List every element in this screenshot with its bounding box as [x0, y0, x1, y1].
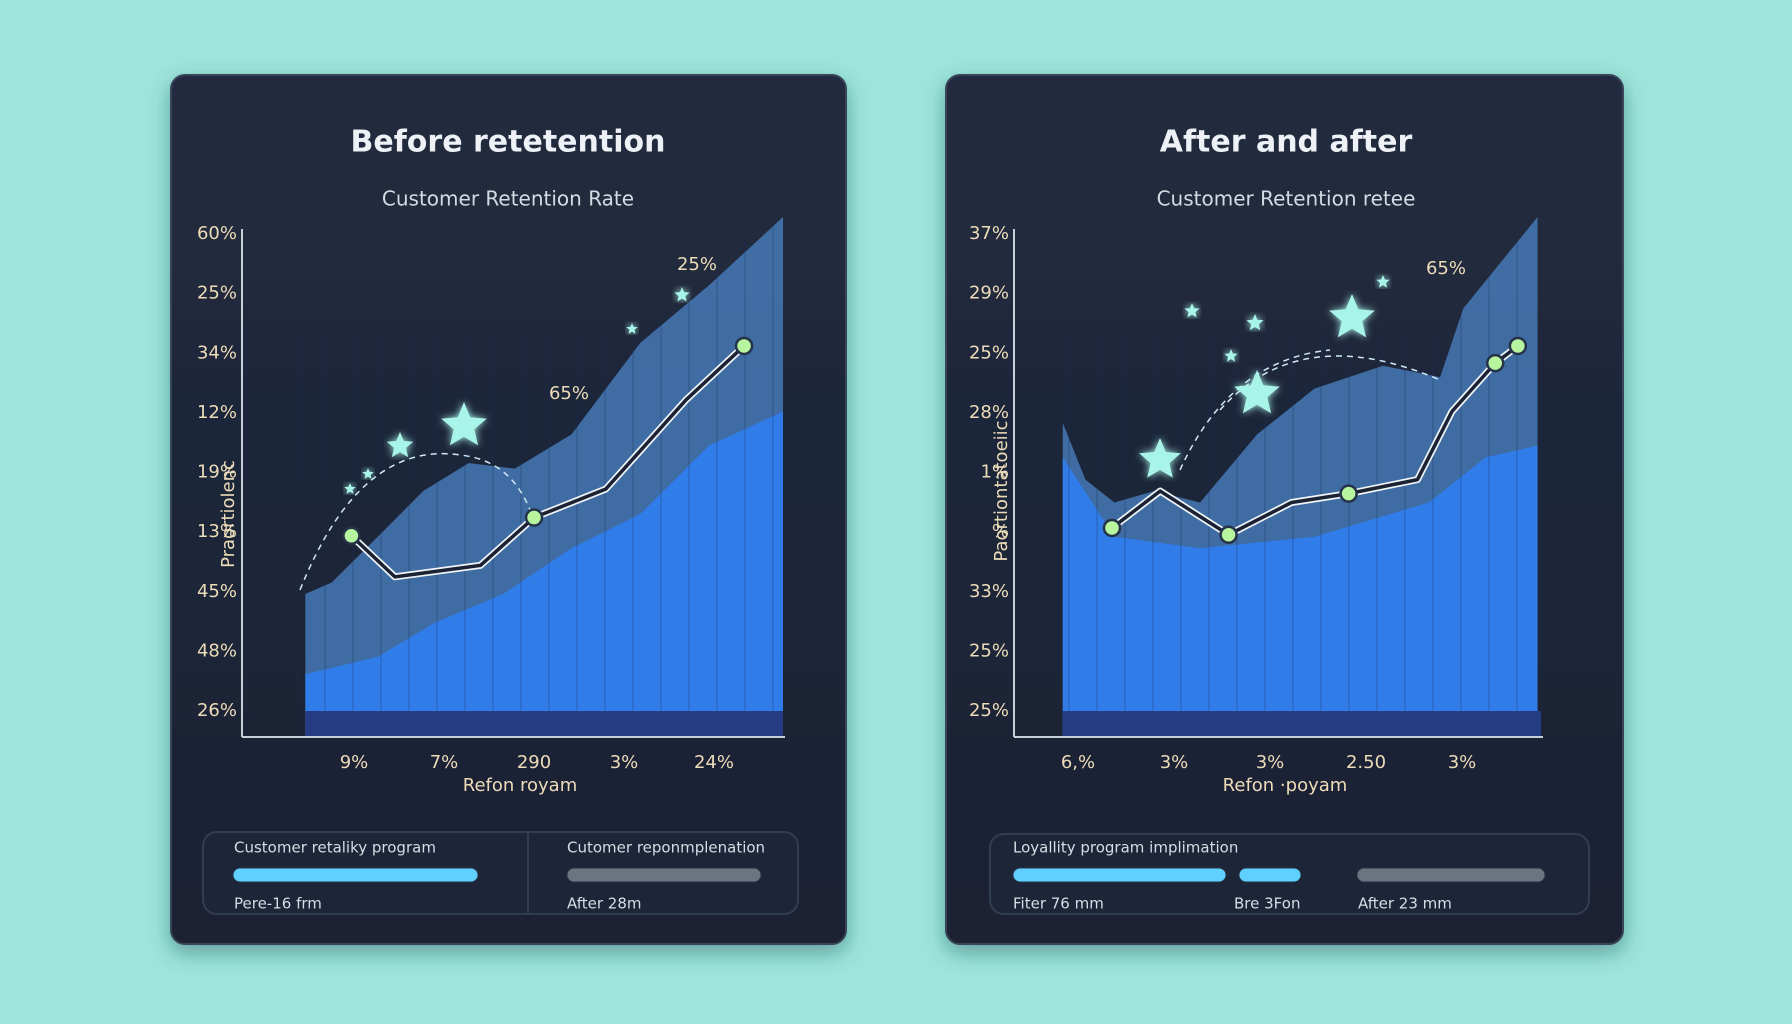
y-tick-label: 1%: [980, 462, 1009, 483]
sparkle: [441, 402, 487, 446]
program-label: Loyallity program implimation: [1013, 839, 1238, 857]
point: [1339, 484, 1358, 503]
point: [734, 336, 754, 356]
progress-bar: [1238, 867, 1302, 883]
trend-dash: [1179, 349, 1441, 471]
y-tick-label: %: [992, 521, 1009, 542]
point: [342, 526, 361, 546]
x-axis-title: Refon ·poyam: [1223, 775, 1348, 796]
point: [1508, 336, 1528, 356]
sparkle: [1246, 314, 1264, 331]
annotation: 25%: [677, 254, 717, 275]
y-tick-label: 26%: [197, 700, 237, 721]
program-label: After 28m: [567, 895, 642, 913]
sparkle: [344, 483, 356, 494]
x-tick-label: 3%: [1256, 752, 1285, 773]
annotation: 65%: [1426, 258, 1466, 279]
x-tick-label: 6,%: [1061, 752, 1095, 773]
y-tick-label: 45%: [197, 581, 237, 602]
sparkle: [386, 432, 414, 458]
sparkle: [674, 287, 690, 302]
progress-bar: [232, 867, 479, 883]
area: [305, 411, 783, 737]
sparkle: [1139, 438, 1181, 478]
y-tick-label: 12%: [197, 402, 237, 423]
y-tick-label: 34%: [197, 342, 237, 363]
y-tick-label: 33%: [969, 581, 1009, 602]
y-tick-label: 37%: [969, 223, 1009, 244]
sparkle: [1234, 370, 1280, 414]
axis-band: [1062, 711, 1541, 737]
annotation: 65%: [549, 383, 589, 404]
x-tick-label: 24%: [694, 752, 734, 773]
trend-dash: [299, 453, 531, 591]
program-label: Pere-16 frm: [234, 895, 322, 913]
sparkle: [1184, 303, 1200, 318]
y-tick-label: 25%: [969, 342, 1009, 363]
x-tick-label: 9%: [340, 752, 369, 773]
area: [1062, 445, 1538, 737]
program-label: Fiter 76 mm: [1013, 895, 1104, 913]
y-tick-label: 29%: [969, 283, 1009, 304]
program-label: Customer retaliky program: [234, 839, 436, 857]
x-tick-label: 3%: [1448, 752, 1477, 773]
x-tick-label: 290: [517, 752, 551, 773]
panel-subtitle: Customer Retention retee: [1157, 187, 1416, 211]
y-tick-label: 25%: [969, 640, 1009, 661]
sparkle: [1329, 294, 1375, 338]
x-tick-label: 3%: [610, 752, 639, 773]
y-axis-title: Praortiolenc: [218, 460, 239, 568]
panel-subtitle: Customer Retention Rate: [382, 187, 634, 211]
program-box: [202, 831, 799, 915]
y-tick-label: 48%: [197, 640, 237, 661]
y-tick-label: 13%: [197, 521, 237, 542]
y-axis-title: Paortiontatoeiic: [991, 420, 1012, 561]
point: [1102, 518, 1122, 538]
progress-bar: [566, 867, 762, 883]
point: [1485, 353, 1505, 373]
panel-title: After and after: [1160, 125, 1413, 160]
sparkle: [626, 323, 638, 334]
y-tick-label: 25%: [197, 283, 237, 304]
program-label: Bre 3Fon: [1234, 895, 1300, 913]
point: [1219, 525, 1238, 544]
y-tick-label: 60%: [197, 223, 237, 244]
y-tick-label: 28%: [969, 402, 1009, 423]
panel-title: Before retetention: [351, 125, 666, 160]
sparkle: [1224, 349, 1238, 362]
sparkle: [362, 468, 374, 479]
progress-bar: [1012, 867, 1227, 883]
program-label: Cutomer reponmplenation: [567, 839, 765, 857]
x-tick-label: 3%: [1160, 752, 1189, 773]
y-tick-label: 19%: [197, 462, 237, 483]
point: [524, 508, 544, 527]
x-tick-label: 2.50: [1346, 752, 1386, 773]
y-tick-label: 25%: [969, 700, 1009, 721]
sparkle: [1376, 275, 1390, 288]
axis-band: [305, 711, 783, 737]
progress-bar: [1356, 867, 1546, 883]
x-tick-label: 7%: [430, 752, 459, 773]
x-axis-title: Refon royam: [463, 775, 578, 796]
program-label: After 23 mm: [1358, 895, 1452, 913]
